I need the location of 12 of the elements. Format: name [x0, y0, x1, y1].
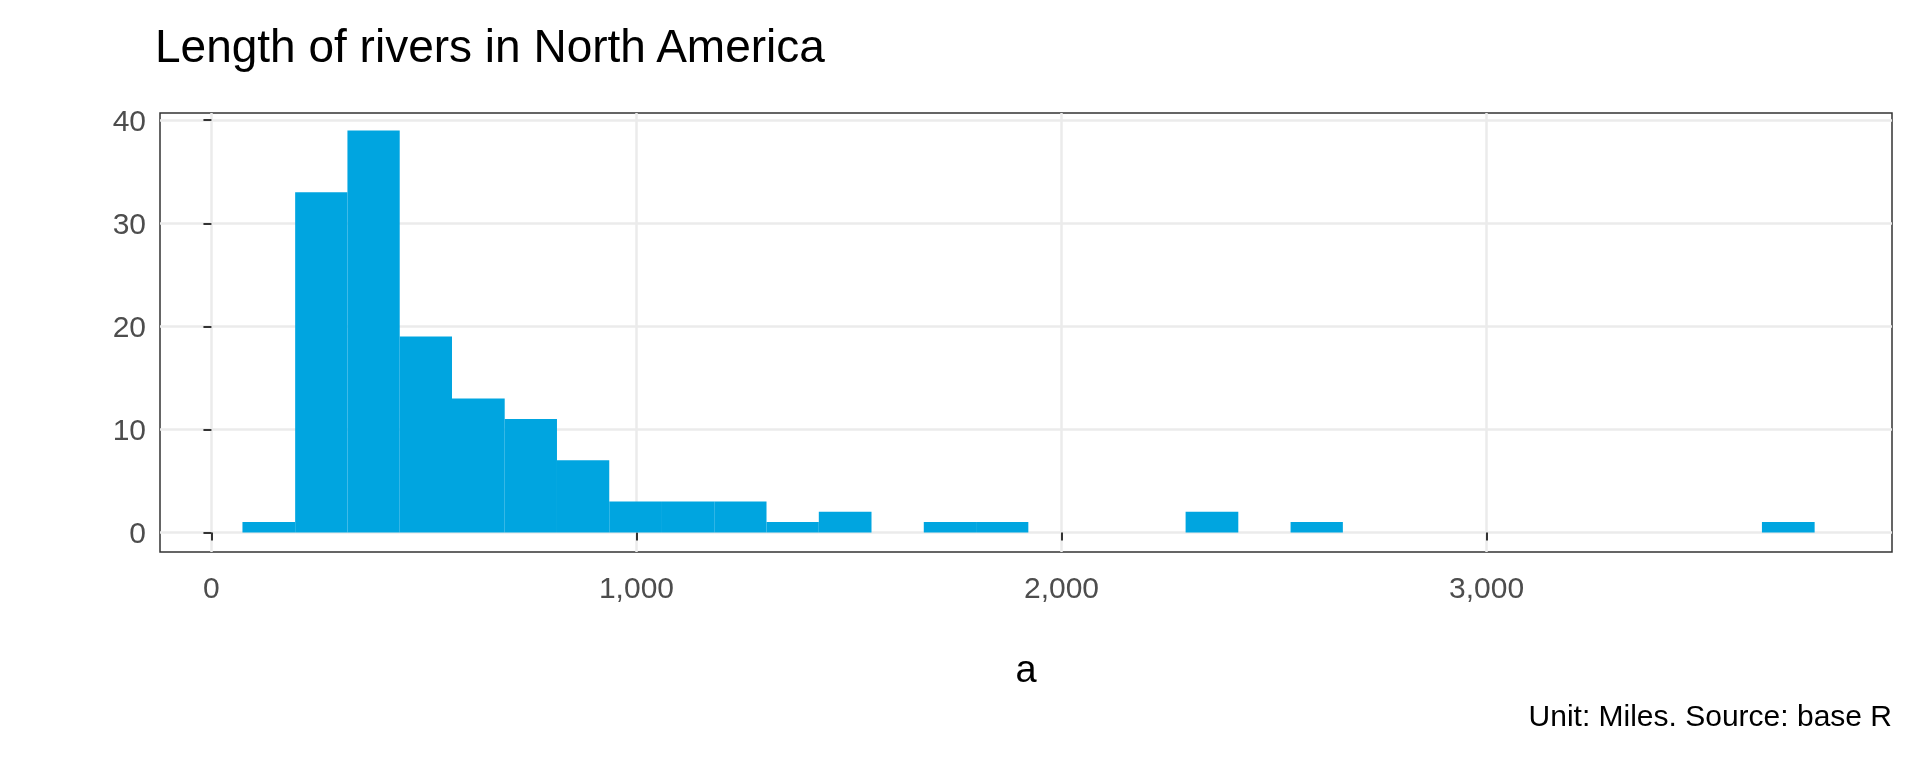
y-tick-label: 20 [112, 309, 146, 343]
x-axis-title: a [1015, 648, 1038, 690]
y-tick-label: 30 [112, 206, 146, 240]
y-tick-label: 10 [112, 412, 146, 446]
x-tick-label: 3,000 [1448, 570, 1525, 604]
x-tick-label: 2,000 [1023, 570, 1100, 604]
x-tick-label: 1,000 [598, 570, 674, 604]
y-tick-label: 0 [129, 515, 146, 549]
text: Unit: Miles. Source: base R [1528, 698, 1893, 732]
chart-title: Length of rivers in North America [155, 20, 826, 72]
y-tick-label: 40 [112, 103, 146, 137]
x-tick-label: 0 [203, 570, 220, 604]
